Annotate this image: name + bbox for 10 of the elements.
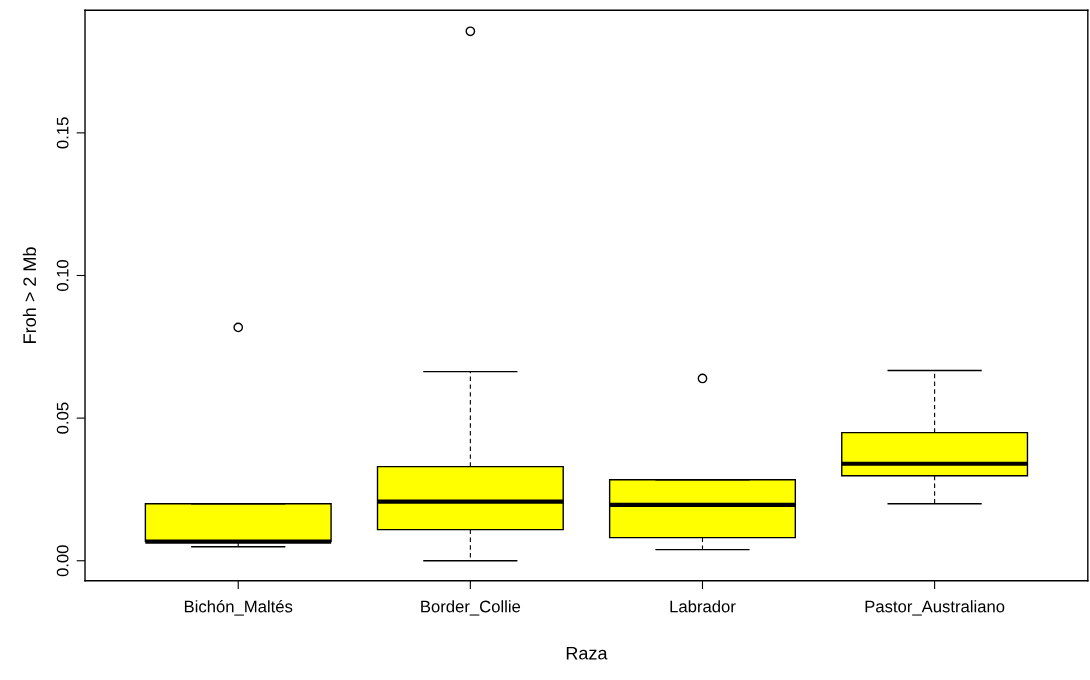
y-tick-label: 0.00 [56, 545, 69, 577]
x-tick-label: Border_Collie [421, 600, 521, 616]
x-tick-label: Pastor_Australiano [865, 600, 1005, 616]
x-tick-label: Bichón_Maltés [184, 600, 293, 616]
y-tick-label: 0.15 [56, 117, 69, 149]
y-axis-title: Froh > 2 Mb [22, 247, 37, 343]
x-tick-label: Labrador [670, 600, 736, 613]
x-axis-title: Raza [566, 646, 608, 660]
y-tick-label: 0.05 [56, 402, 69, 434]
y-tick-label: 0.10 [56, 259, 69, 292]
